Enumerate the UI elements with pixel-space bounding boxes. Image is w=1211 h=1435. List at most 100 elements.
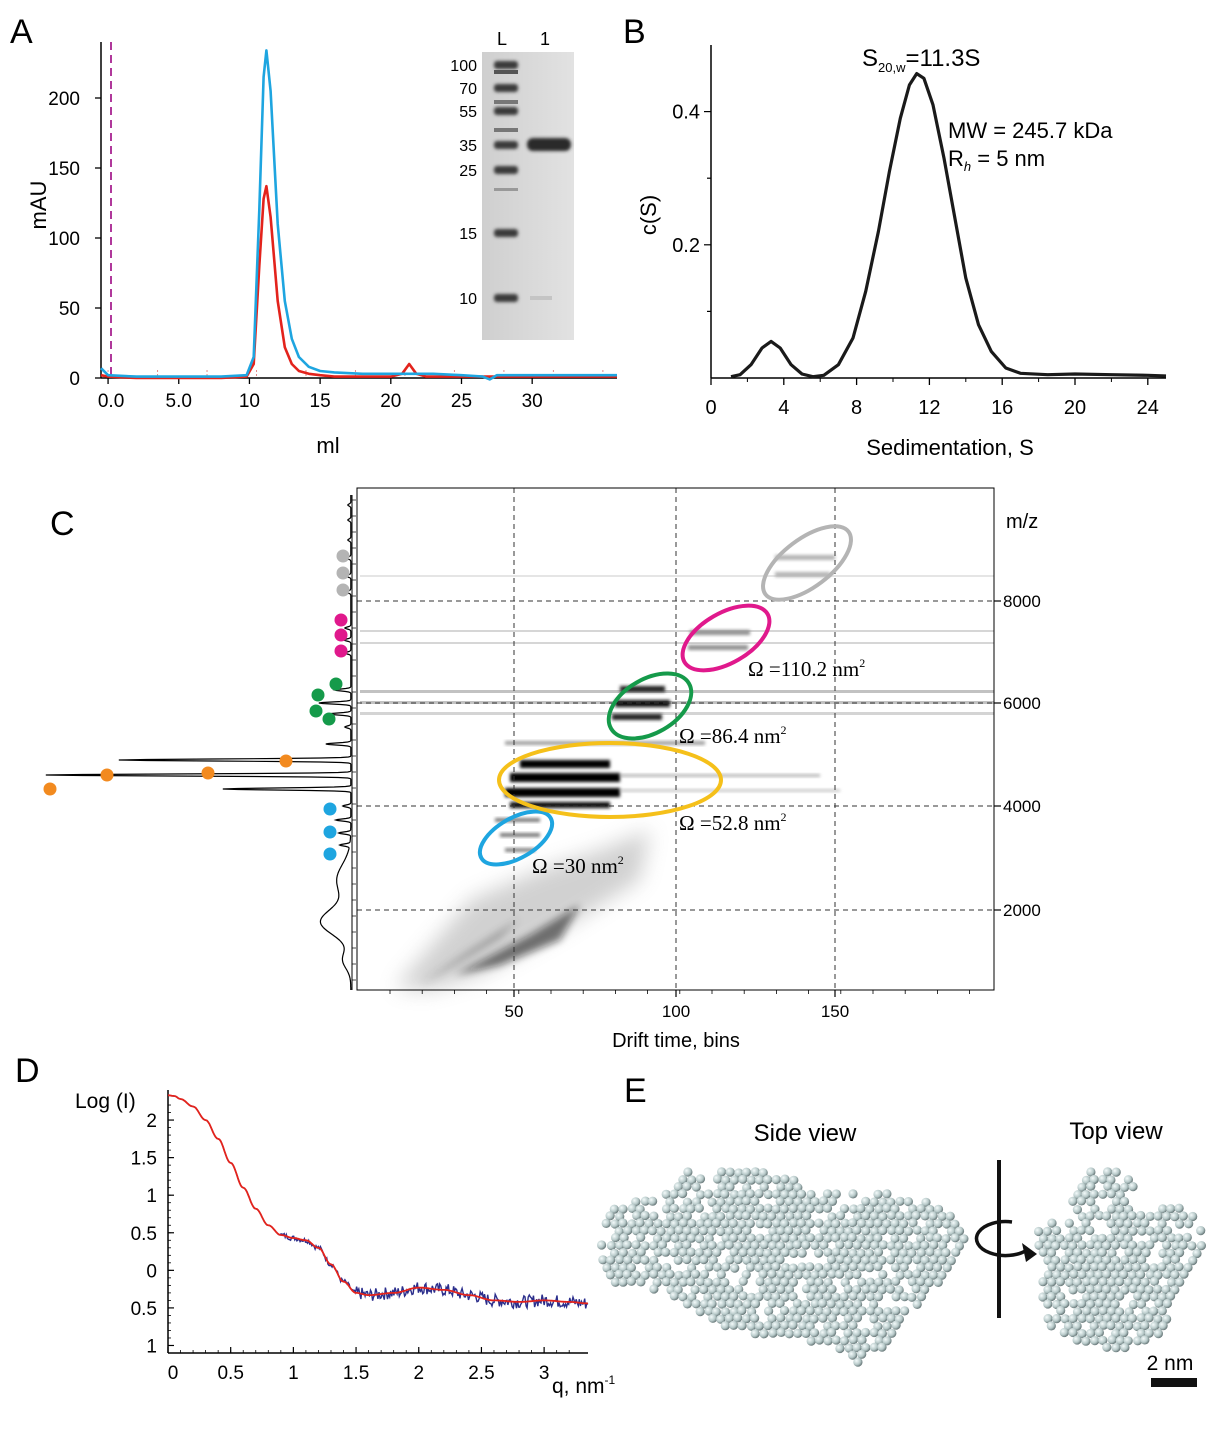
b-series: [730, 72, 1167, 379]
side-bead: [776, 1182, 786, 1192]
b-x-tick-label: 4: [778, 397, 789, 419]
side-bead: [870, 1240, 880, 1250]
charge-dot-orange: [100, 768, 114, 782]
side-bead: [847, 1232, 857, 1243]
top-bead: [1127, 1270, 1137, 1280]
side-bead: [805, 1306, 815, 1316]
a-y-tick-labels: 0 50 100 150 200: [48, 89, 80, 390]
top-bead: [1094, 1298, 1104, 1308]
side-bead: [822, 1189, 833, 1199]
side-bead: [788, 1320, 798, 1330]
side-bead: [802, 1270, 812, 1280]
top-bead: [1068, 1327, 1078, 1338]
charge-dot-orange: [279, 754, 293, 768]
side-bead: [724, 1313, 735, 1323]
top-bead: [1098, 1306, 1108, 1316]
gel-ladder-band: [494, 100, 518, 104]
side-bead: [615, 1240, 625, 1250]
side-bead: [656, 1226, 666, 1236]
side-bead: [891, 1306, 901, 1316]
side-bead: [877, 1329, 887, 1339]
side-bead: [861, 1240, 871, 1250]
d-y-tick-label: 0.5: [131, 1299, 157, 1320]
side-bead: [900, 1306, 910, 1316]
side-bead: [728, 1218, 739, 1228]
rotation-icon: [974, 1160, 1037, 1318]
side-bead: [882, 1336, 892, 1346]
b-x-label: Sedimentation, S: [866, 435, 1034, 460]
side-bead: [724, 1226, 734, 1236]
gel-ladder-band: [494, 61, 518, 69]
side-bead: [806, 1291, 816, 1301]
side-bead: [908, 1218, 918, 1228]
side-bead: [831, 1335, 841, 1345]
a-x-tick-label: 25: [451, 391, 472, 412]
side-bead: [622, 1269, 632, 1279]
top-bead: [1047, 1277, 1057, 1287]
side-bead: [823, 1336, 833, 1346]
d-y-label: Log (I): [75, 1090, 136, 1113]
side-bead: [669, 1291, 679, 1301]
side-bead: [745, 1262, 756, 1272]
top-bead: [1081, 1218, 1091, 1228]
side-bead: [848, 1350, 858, 1360]
side-bead: [780, 1233, 791, 1243]
side-bead: [911, 1284, 921, 1294]
top-bead: [1136, 1299, 1147, 1309]
side-bead: [779, 1305, 790, 1316]
top-bead: [1089, 1189, 1099, 1199]
side-bead: [716, 1314, 726, 1324]
side-bead: [827, 1196, 838, 1206]
panel-letter-e: E: [624, 1072, 647, 1110]
side-bead: [903, 1226, 914, 1236]
side-bead: [679, 1204, 689, 1214]
a-x-tick-label: 30: [522, 391, 543, 412]
c-annotation-86: Ω =86.4 nm2: [679, 723, 787, 748]
top-bead: [1157, 1262, 1167, 1272]
side-bead: [848, 1320, 858, 1330]
top-bead: [1052, 1225, 1062, 1236]
side-bead: [741, 1196, 752, 1206]
side-bead: [738, 1174, 748, 1184]
top-bead: [1090, 1292, 1100, 1302]
side-bead: [758, 1285, 768, 1295]
top-bead: [1098, 1335, 1108, 1345]
side-bead: [886, 1241, 896, 1251]
top-bead: [1085, 1299, 1096, 1309]
side-bead: [907, 1277, 918, 1287]
side-bead: [916, 1292, 927, 1302]
side-bead: [780, 1320, 790, 1330]
side-bead: [666, 1212, 676, 1222]
side-bead: [707, 1240, 717, 1250]
side-bead: [801, 1284, 812, 1294]
top-bead: [1077, 1284, 1087, 1294]
side-bead: [779, 1204, 789, 1214]
top-bead: [1162, 1256, 1172, 1266]
side-bead: [768, 1241, 778, 1251]
side-bead: [933, 1204, 944, 1214]
side-bead: [831, 1321, 841, 1331]
side-bead: [678, 1277, 689, 1287]
side-bead: [818, 1313, 828, 1323]
side-bead: [673, 1212, 684, 1222]
top-bead: [1145, 1226, 1155, 1236]
panel-d: D 0 0.5 1 1.5 2 2.5 3 2 1.5 1 0.5 0 0.5 1 Log (I) q,…: [15, 1052, 616, 1398]
side-bead: [895, 1196, 905, 1206]
side-bead: [717, 1299, 727, 1309]
side-bead: [661, 1189, 671, 1199]
top-bead: [1120, 1255, 1130, 1265]
top-bead: [1051, 1285, 1061, 1295]
side-bead: [857, 1262, 867, 1272]
side-bead: [776, 1327, 786, 1337]
side-bead: [891, 1276, 901, 1286]
side-bead: [890, 1218, 900, 1228]
side-bead: [839, 1263, 850, 1273]
heatmap-magenta-bands: [360, 630, 994, 650]
gel-marker-label: 35: [459, 138, 477, 155]
top-bead: [1178, 1211, 1188, 1221]
side-bead: [887, 1328, 897, 1338]
side-bead: [707, 1299, 717, 1309]
side-bead: [784, 1270, 794, 1280]
bead-model-top-view: [1034, 1167, 1206, 1353]
